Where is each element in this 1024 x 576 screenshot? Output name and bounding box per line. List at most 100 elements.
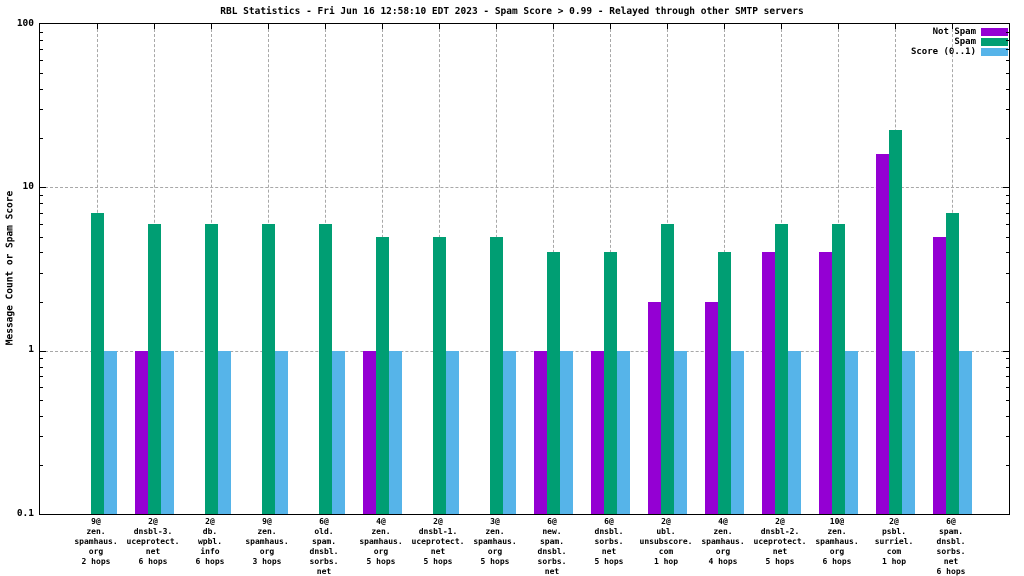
y-tick-mark <box>40 109 43 111</box>
bar-spam <box>774 223 788 514</box>
y-tick-mark <box>1006 89 1009 90</box>
y-tick-mark <box>1006 415 1009 417</box>
bar-not-spam <box>761 252 775 514</box>
bar-not-spam <box>362 350 376 514</box>
legend-swatch-spam <box>981 38 1008 46</box>
bar-spam <box>204 223 218 514</box>
y-tick-mark <box>40 464 43 466</box>
legend-swatch-score-0-1 <box>981 48 1008 56</box>
y-tick-mark <box>40 223 43 225</box>
x-category-label: 2@ db. wpbl. info 6 hops <box>195 517 225 566</box>
y-tick-mark <box>40 350 46 352</box>
y-tick-mark <box>40 236 43 238</box>
y-tick-mark <box>40 203 43 205</box>
bar-score-0-1 <box>901 350 915 514</box>
x-tick-mark <box>268 24 269 29</box>
bar-score-0-1 <box>730 350 744 514</box>
y-tick-mark <box>1006 386 1009 388</box>
x-category-label: 9@ zen. spamhaus. org 2 hops <box>74 517 118 566</box>
bar-score-0-1 <box>958 350 972 514</box>
x-tick-mark <box>496 24 497 29</box>
x-category-label: 2@ dnsbl-3. uceprotect. net 6 hops <box>126 517 180 566</box>
bar-spam <box>90 212 104 514</box>
bar-not-spam <box>533 350 547 514</box>
bar-score-0-1 <box>616 350 630 514</box>
gridline-y-1 <box>40 350 1009 352</box>
bar-spam <box>375 236 389 514</box>
legend-entry-not-spam: Not Spam <box>911 27 1008 37</box>
bar-not-spam <box>875 154 889 514</box>
y-tick-mark <box>1006 60 1009 62</box>
y-tick-mark <box>40 89 43 90</box>
x-tick-mark <box>838 24 839 29</box>
y-tick-mark <box>1006 376 1009 377</box>
y-tick-mark <box>40 194 43 196</box>
x-tick-mark <box>325 24 326 29</box>
y-tick-mark <box>1006 358 1009 360</box>
x-category-label: 2@ ubl. unsubscore. com 1 hop <box>639 517 693 566</box>
bar-score-0-1 <box>502 350 516 514</box>
y-tick-mark <box>40 73 43 75</box>
x-tick-mark <box>724 24 725 29</box>
y-tick-mark <box>40 212 43 214</box>
x-category-label: 4@ zen. spamhaus. org 5 hops <box>359 517 403 566</box>
y-tick-mark <box>40 138 43 140</box>
y-tick-mark <box>1006 203 1009 205</box>
bar-not-spam <box>647 301 661 514</box>
y-tick-mark <box>1006 301 1009 303</box>
y-tick-label: 10 <box>22 180 34 192</box>
bar-spam <box>432 236 446 514</box>
y-tick-mark <box>1006 272 1009 274</box>
bar-not-spam <box>134 350 148 514</box>
bar-spam <box>888 129 902 514</box>
chart-title: RBL Statistics - Fri Jun 16 12:58:10 EDT… <box>220 6 804 17</box>
bar-spam <box>546 252 560 514</box>
bar-spam <box>489 236 503 514</box>
bar-spam <box>318 223 332 514</box>
y-tick-mark <box>40 436 43 438</box>
x-tick-mark <box>211 24 212 29</box>
legend-entry-score-0-1: Score (0..1) <box>911 47 1008 57</box>
bar-spam <box>603 252 617 514</box>
x-tick-mark <box>952 24 953 29</box>
bar-score-0-1 <box>103 350 117 514</box>
y-tick-mark <box>1006 236 1009 238</box>
y-tick-mark <box>40 415 43 417</box>
bar-score-0-1 <box>844 350 858 514</box>
gridline-y-10 <box>40 187 1009 189</box>
bar-spam <box>945 212 959 514</box>
bar-score-0-1 <box>559 350 573 514</box>
bar-spam <box>717 252 731 514</box>
y-tick-mark <box>1006 366 1009 368</box>
bar-not-spam <box>932 236 946 514</box>
y-tick-mark <box>40 301 43 303</box>
x-category-label: 6@ dnsbl. sorbs. net 5 hops <box>594 517 624 566</box>
bar-spam <box>147 223 161 514</box>
legend-swatch-not-spam <box>981 28 1008 36</box>
y-tick-mark <box>40 376 43 377</box>
y-tick-mark <box>1006 212 1009 214</box>
bar-score-0-1 <box>160 350 174 514</box>
legend-label-not-spam: Not Spam <box>932 27 976 37</box>
y-axis-title: Message Count or Spam Score <box>4 190 16 346</box>
y-tick-mark <box>1006 223 1009 225</box>
y-tick-mark <box>1003 187 1009 189</box>
bar-score-0-1 <box>217 350 231 514</box>
y-tick-mark <box>40 187 46 189</box>
plot-area: Not Spam Spam Score (0..1) <box>39 23 1010 515</box>
bar-score-0-1 <box>673 350 687 514</box>
y-tick-mark <box>1003 350 1009 352</box>
x-tick-mark <box>553 24 554 29</box>
bar-score-0-1 <box>388 350 402 514</box>
y-tick-mark <box>1006 73 1009 75</box>
bar-not-spam <box>818 252 832 514</box>
x-tick-mark <box>781 24 782 29</box>
y-tick-label: 100 <box>16 17 34 29</box>
y-tick-mark <box>40 49 43 51</box>
x-tick-mark <box>895 24 896 29</box>
x-tick-mark <box>382 24 383 29</box>
legend-label-spam: Spam <box>954 37 976 47</box>
y-tick-mark <box>1006 252 1009 254</box>
bar-score-0-1 <box>445 350 459 514</box>
